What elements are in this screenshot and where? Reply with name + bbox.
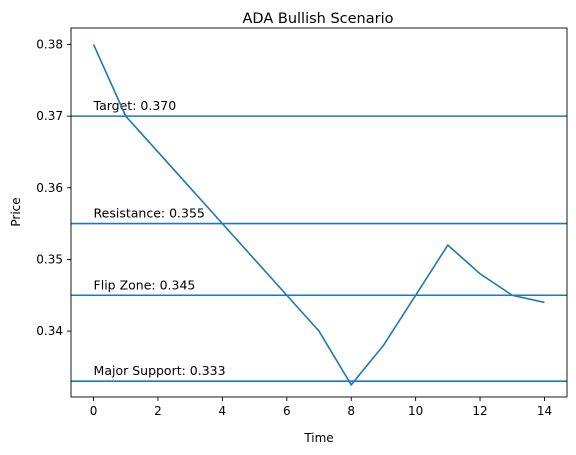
x-tick-label-7: 14 <box>537 404 552 418</box>
x-tick-label-0: 0 <box>90 404 98 418</box>
x-tick-label-6: 12 <box>472 404 487 418</box>
y-tick-label-2: 0.36 <box>36 181 63 195</box>
x-axis-label: Time <box>303 431 333 445</box>
y-axis-label: Price <box>9 197 23 226</box>
level-label-1: Resistance: 0.355 <box>94 206 205 221</box>
x-tick-label-4: 8 <box>347 404 355 418</box>
chart-title: ADA Bullish Scenario <box>243 11 394 27</box>
x-tick-label-3: 6 <box>283 404 291 418</box>
y-tick-label-3: 0.37 <box>36 109 63 123</box>
y-tick-label-1: 0.35 <box>36 252 63 266</box>
y-tick-label-0: 0.34 <box>36 324 63 338</box>
x-tick-label-5: 10 <box>408 404 423 418</box>
x-axis-ticks: 0 2 4 6 8 10 12 14 <box>90 397 552 418</box>
plot-frame <box>70 27 568 398</box>
level-label-3: Major Support: 0.333 <box>94 363 226 378</box>
y-axis-ticks: 0.34 0.35 0.36 0.37 0.38 <box>36 37 71 338</box>
x-tick-label-2: 4 <box>219 404 227 418</box>
level-lines: Target: 0.370 Resistance: 0.355 Flip Zone:… <box>71 98 567 383</box>
y-tick-label-4: 0.38 <box>36 37 63 51</box>
price-series-line <box>92 44 545 387</box>
level-label-2: Flip Zone: 0.345 <box>94 277 196 292</box>
level-label-0: Target: 0.370 <box>93 98 177 113</box>
x-tick-label-1: 2 <box>154 404 162 418</box>
